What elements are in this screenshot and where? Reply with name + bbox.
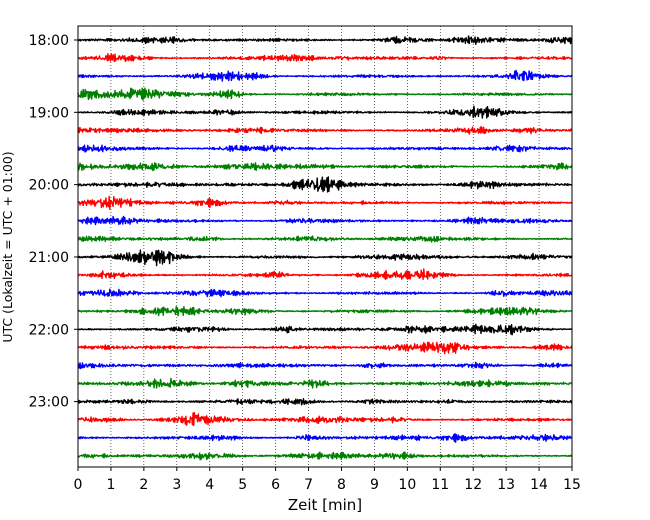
plot-frame bbox=[77, 25, 573, 468]
y-tick-label: 22:00 bbox=[29, 322, 69, 338]
seismogram-trace bbox=[77, 105, 573, 119]
seismogram-trace bbox=[77, 412, 573, 427]
x-axis-label: Zeit [min] bbox=[288, 496, 362, 514]
seismogram-trace bbox=[77, 53, 573, 63]
y-tick-label: 19:00 bbox=[29, 105, 69, 121]
x-tick-label: 11 bbox=[431, 477, 449, 493]
seismogram-trace bbox=[77, 215, 573, 226]
seismogram-trace bbox=[77, 341, 573, 355]
y-tick-label: 20:00 bbox=[29, 178, 69, 194]
seismogram-trace bbox=[77, 35, 573, 46]
x-tick-label: 15 bbox=[563, 477, 581, 493]
seismogram-trace bbox=[77, 268, 573, 281]
x-tick-label: 1 bbox=[106, 477, 115, 493]
x-tick-label: 14 bbox=[530, 477, 548, 493]
x-axis-ticks: 0 1 2 3 4 5 6 7 8 9 10 11 12 13 14 15 bbox=[74, 467, 581, 493]
seismogram-trace bbox=[77, 323, 573, 336]
seismogram-trace bbox=[77, 451, 573, 461]
seismogram-trace bbox=[77, 87, 573, 101]
seismogram-trace bbox=[77, 235, 573, 243]
seismogram-trace bbox=[77, 306, 573, 317]
y-tick-label: 21:00 bbox=[29, 250, 69, 266]
x-tick-label: 3 bbox=[172, 477, 181, 493]
trace-group bbox=[77, 35, 573, 461]
x-tick-label: 12 bbox=[464, 477, 482, 493]
seismogram-trace bbox=[77, 432, 573, 443]
y-tick-label: 18:00 bbox=[29, 33, 69, 49]
seismogram-trace bbox=[77, 361, 573, 370]
seismogram-trace bbox=[77, 69, 573, 82]
y-axis-label: UTC (Lokalzeit = UTC + 01:00) bbox=[0, 151, 15, 342]
x-tick-label: 4 bbox=[205, 477, 214, 493]
x-tick-label: 13 bbox=[497, 477, 515, 493]
x-tick-label: 2 bbox=[139, 477, 148, 493]
seismogram-trace bbox=[77, 195, 573, 210]
x-tick-label: 5 bbox=[238, 477, 247, 493]
seismogram-trace bbox=[77, 249, 573, 267]
x-tick-label: 0 bbox=[74, 477, 83, 493]
x-tick-label: 7 bbox=[304, 477, 313, 493]
seismogram-trace bbox=[77, 162, 573, 172]
seismogram-trace bbox=[77, 288, 573, 298]
seismogram-trace bbox=[77, 397, 573, 406]
seismogram-trace bbox=[77, 377, 573, 389]
seismogram-trace bbox=[77, 126, 573, 135]
seismogram-trace bbox=[77, 144, 573, 153]
y-tick-label: 23:00 bbox=[29, 395, 69, 411]
x-tick-label: 6 bbox=[271, 477, 280, 493]
x-tick-label: 9 bbox=[370, 477, 379, 493]
y-axis-ticks: 18:00 19:00 20:00 21:00 22:00 23:00 bbox=[29, 33, 78, 411]
x-tick-label: 8 bbox=[337, 477, 346, 493]
x-tick-label: 10 bbox=[398, 477, 416, 493]
seismogram-trace bbox=[77, 176, 573, 193]
